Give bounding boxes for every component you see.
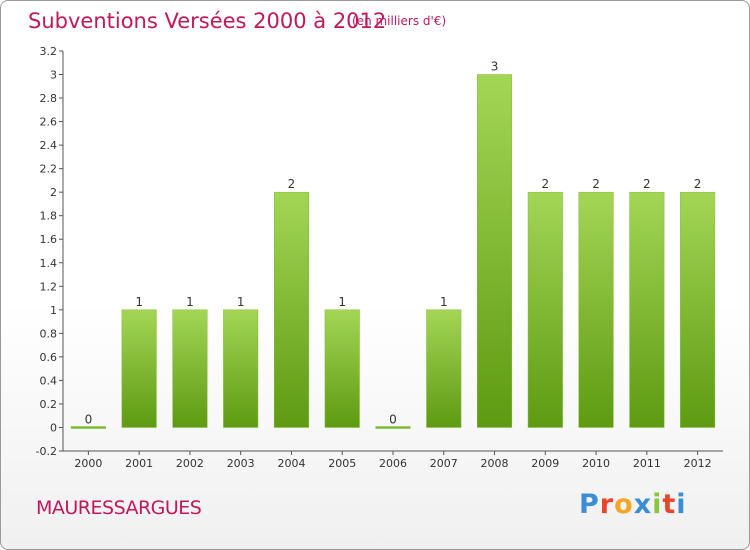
- x-tick-label: 2009: [531, 457, 559, 470]
- y-tick-label: 2.8: [40, 92, 58, 105]
- value-label-2003: 1: [237, 295, 245, 309]
- value-label-2008: 3: [491, 60, 499, 74]
- bar-2008: [477, 74, 513, 428]
- y-tick-label: 1.4: [40, 257, 58, 270]
- y-tick-label: 1.8: [40, 210, 58, 223]
- x-tick-label: 2004: [277, 457, 305, 470]
- value-label-2000: 0: [85, 412, 93, 426]
- value-label-2011: 2: [643, 177, 651, 191]
- y-tick-label: 2: [50, 186, 57, 199]
- bar-2003: [223, 309, 259, 428]
- logo-letter: t: [662, 489, 677, 520]
- y-tick-label: 2.6: [40, 116, 58, 129]
- value-label-2004: 2: [288, 177, 296, 191]
- bar-2004: [273, 191, 309, 428]
- x-tick-label: 2005: [328, 457, 356, 470]
- y-tick-label: 0: [50, 421, 57, 434]
- x-tick-label: 2011: [633, 457, 661, 470]
- bar-2007: [426, 309, 462, 428]
- x-tick-label: 2012: [684, 457, 712, 470]
- x-tick-label: 2008: [481, 457, 509, 470]
- y-tick-label: -0.2: [36, 445, 57, 458]
- bars: [70, 74, 716, 429]
- logo-letter: i: [652, 489, 663, 520]
- bar-2011: [629, 191, 665, 428]
- x-tick-label: 2003: [227, 457, 255, 470]
- bar-2009: [527, 191, 563, 428]
- logo-letter: r: [599, 489, 615, 520]
- y-tick-label: 2.4: [40, 139, 58, 152]
- unit-note: (en milliers d'€): [352, 14, 447, 28]
- value-label-2001: 1: [135, 295, 143, 309]
- value-label-2005: 1: [338, 295, 346, 309]
- value-label-2006: 0: [389, 412, 397, 426]
- y-tick-label: 2.2: [40, 163, 58, 176]
- value-label-2007: 1: [440, 295, 448, 309]
- labels: 2000 0 2001 1 2002 1 2003 1 2004 2 2005 1 2006 0 2007 1…: [74, 60, 711, 470]
- y-tick-label: 3.2: [40, 45, 58, 58]
- value-label-2012: 2: [694, 177, 702, 191]
- chart-title: Subventions Versées 2000 à 2012: [28, 9, 387, 33]
- bar-2005: [324, 309, 360, 428]
- proxiti-logo: Proxiti: [579, 489, 687, 520]
- x-tick-label: 2006: [379, 457, 407, 470]
- logo-letter: i: [676, 489, 687, 520]
- y-tick-label: 0.6: [40, 351, 58, 364]
- y-tick-label: 1: [50, 304, 57, 317]
- logo-letter: o: [614, 489, 634, 520]
- y-tick-label: 0.2: [40, 398, 58, 411]
- axes: -0.2 0 0.2 0.4 0.6 0.8 1 1.2 1.4 1.6 1.8 2 2.2 2.4 2.6…: [36, 45, 723, 458]
- value-label-2002: 1: [186, 295, 194, 309]
- bar-2001: [121, 309, 157, 428]
- bar-2006: [375, 426, 411, 429]
- logo-letter: P: [579, 489, 600, 520]
- y-tick-label: 1.6: [40, 233, 58, 246]
- x-tick-label: 2007: [430, 457, 458, 470]
- value-label-2010: 2: [592, 177, 600, 191]
- bar-2002: [172, 309, 208, 428]
- bar-2000: [70, 426, 106, 429]
- x-tick-label: 2001: [125, 457, 153, 470]
- y-tick-label: 0.4: [40, 374, 58, 387]
- x-tick-label: 2002: [176, 457, 204, 470]
- y-tick-label: 0.8: [40, 327, 58, 340]
- bar-2012: [680, 191, 716, 428]
- value-label-2009: 2: [541, 177, 549, 191]
- logo-letter: x: [633, 489, 653, 520]
- x-tick-label: 2000: [74, 457, 102, 470]
- y-tick-label: 1.2: [40, 280, 58, 293]
- commune-name: MAURESSARGUES: [36, 497, 202, 519]
- bar-2010: [578, 191, 614, 428]
- x-tick-label: 2010: [582, 457, 610, 470]
- y-tick-label: 3: [50, 69, 57, 82]
